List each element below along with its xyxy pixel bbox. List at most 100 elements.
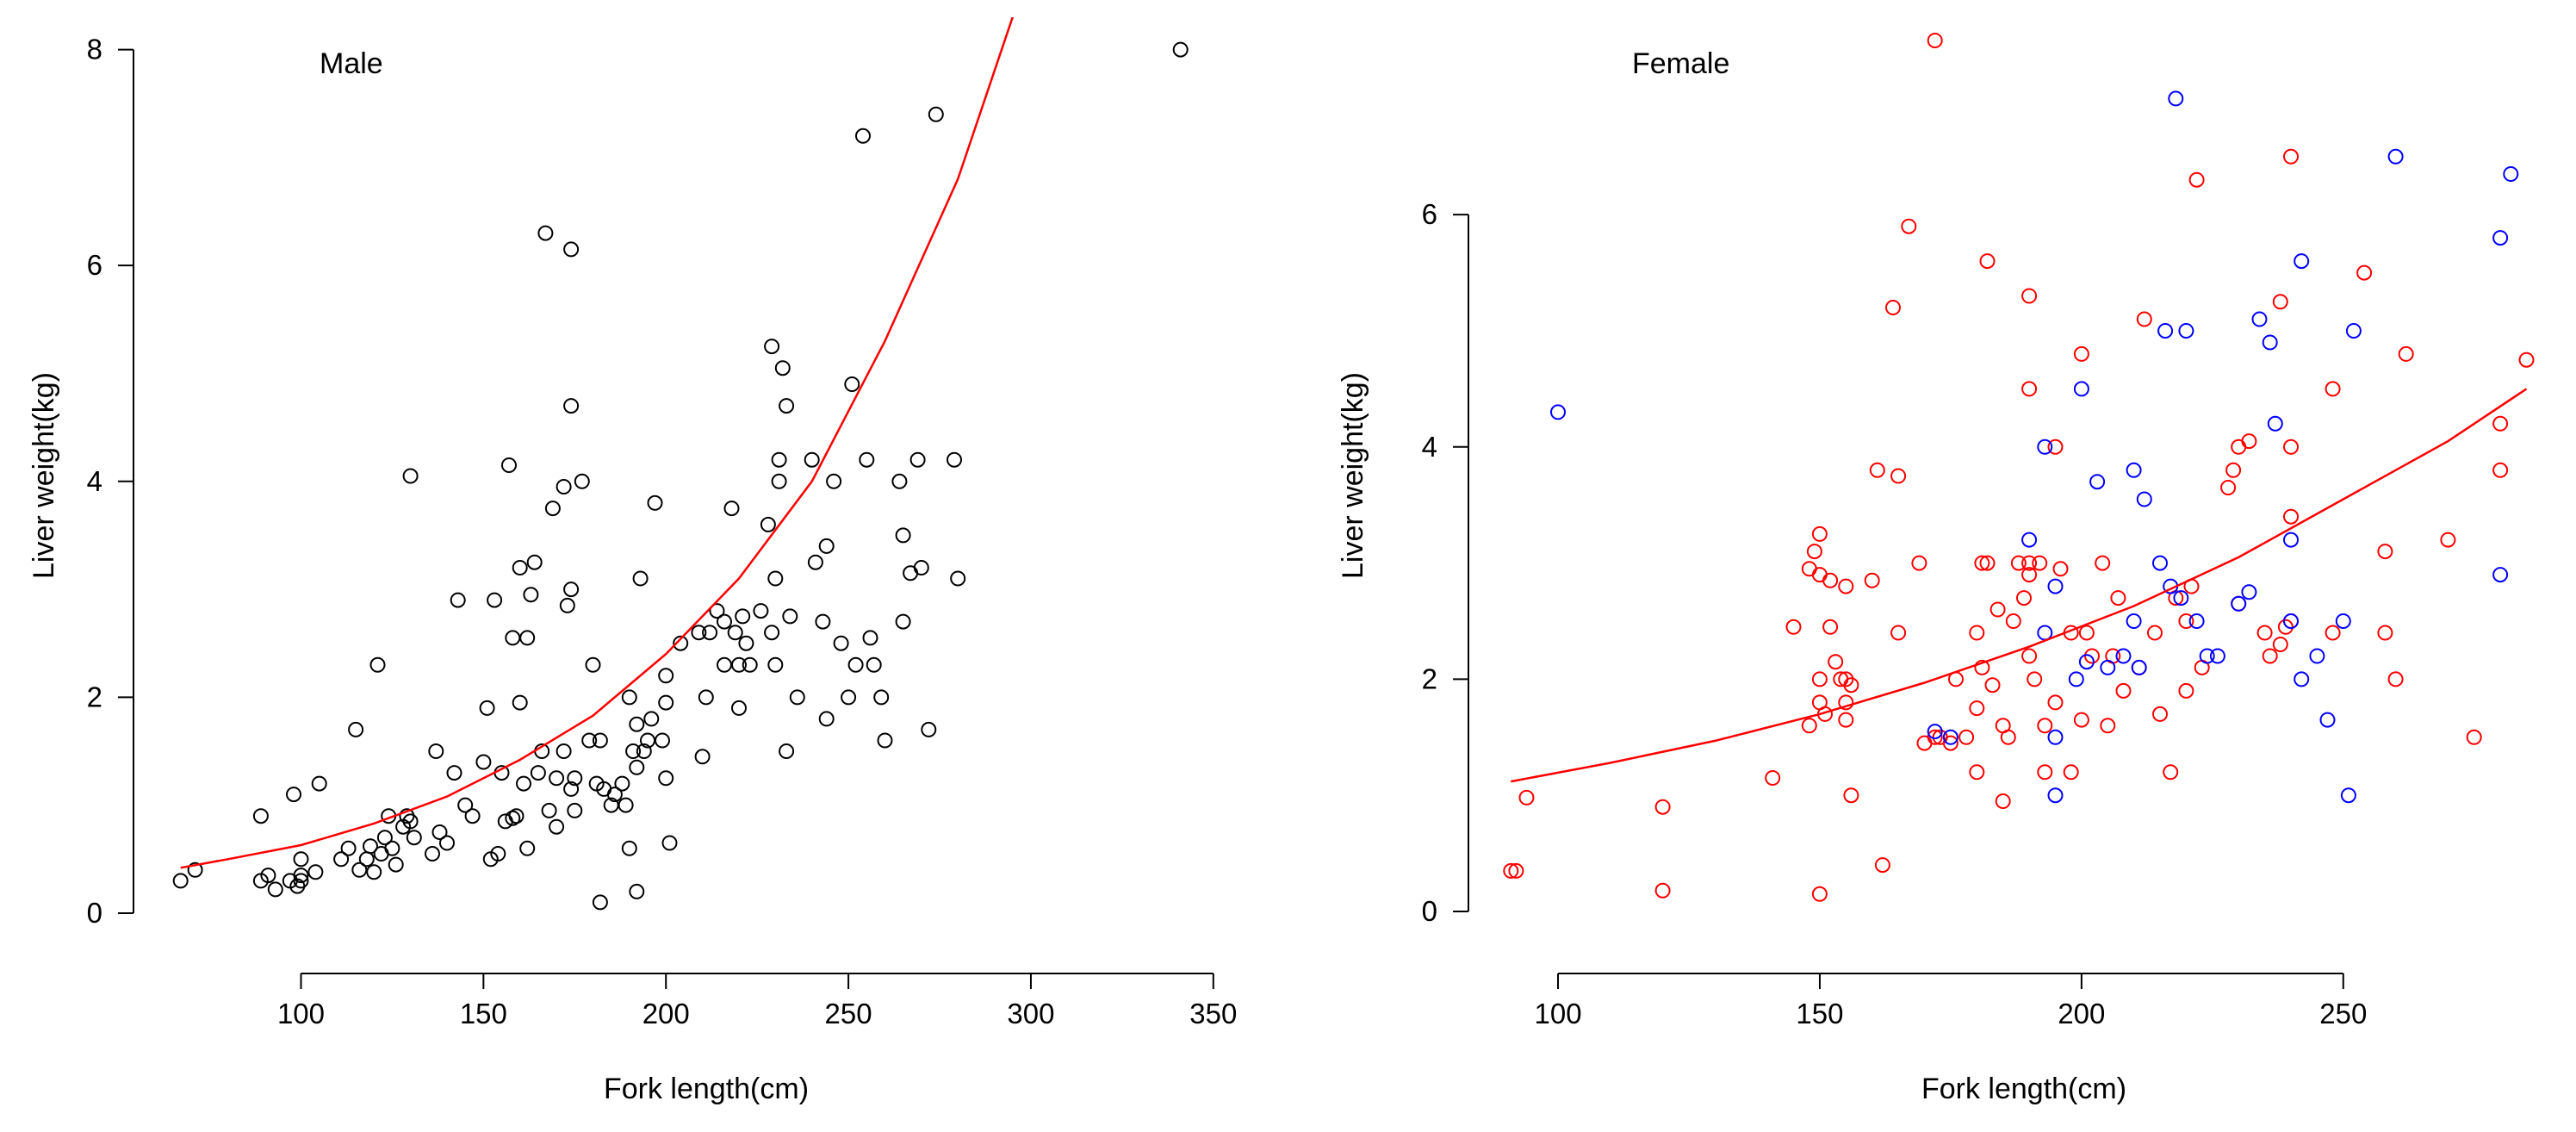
female-series-1-point-40 [2340, 787, 2356, 804]
female-series-0-point-0 [1503, 862, 1519, 879]
male-series-0-point-0 [172, 873, 189, 889]
male-series-0-point-51 [512, 560, 528, 575]
male-x-tick-label-300: 300 [1007, 998, 1054, 1029]
female-series-0-point-58 [2021, 555, 2038, 571]
female-series-1-point-26 [2199, 648, 2215, 664]
male-series-0-point-113 [735, 608, 751, 625]
male-series-0-point-33 [428, 743, 444, 759]
female-series-0-point-112 [2466, 729, 2482, 745]
female-series-0-point-63 [2037, 718, 2053, 734]
female-series-1-point-15 [2126, 462, 2142, 478]
male-series-0-point-70 [563, 582, 580, 598]
female-series-0-point-16 [1822, 572, 1839, 588]
female-series-0-point-71 [2073, 712, 2089, 728]
male-series-0-point-85 [621, 689, 637, 706]
male-series-0-point-114 [738, 635, 754, 651]
male-series-0-point-100 [661, 835, 678, 851]
female-series-0-point-29 [1885, 300, 1901, 315]
female-series-0-point-43 [1969, 764, 1985, 781]
male-series-0-point-18 [358, 851, 375, 868]
male-series-0-point-13 [311, 775, 327, 792]
male-series-0-point-96 [655, 732, 670, 749]
male-series-0-point-150 [913, 560, 929, 575]
male-series-0-point-109 [723, 501, 740, 517]
female-series-1-point-35 [2294, 253, 2310, 270]
female-series-1-point-38 [2319, 712, 2336, 728]
female-series-1-point-14 [2115, 648, 2132, 664]
male-series-0-point-83 [614, 775, 630, 792]
male-series-0-point-101 [673, 635, 689, 651]
male-series-0-point-128 [789, 689, 805, 706]
male-series-0-point-15 [340, 840, 357, 856]
female-series-0-point-111 [2440, 532, 2456, 548]
male-series-0-point-111 [731, 656, 747, 673]
female-series-0-point-59 [2021, 567, 2038, 583]
male-series-0-point-97 [658, 668, 674, 684]
male-series-0-point-68 [563, 241, 580, 258]
male-series-0-point-94 [643, 711, 660, 727]
male-x-tick-label-200: 200 [642, 998, 690, 1029]
female-series-0-point-75 [2100, 718, 2116, 734]
female-series-1-point-2 [1942, 729, 1958, 745]
female-panel: Female Fork length(cm) Liver weight(kg) … [1337, 33, 2535, 1105]
female-series-0-point-82 [2152, 706, 2168, 722]
male-series-0-point-154 [950, 570, 966, 587]
female-x-tick-label-250: 250 [2319, 998, 2367, 1029]
male-series-0-point-11 [293, 868, 309, 884]
male-series-0-point-141 [862, 630, 878, 646]
male-series-0-point-65 [556, 479, 572, 494]
female-series-0-point-95 [2256, 625, 2273, 641]
male-series-0-point-136 [841, 689, 857, 706]
male-series-0-point-73 [567, 770, 583, 787]
female-series-0-point-26 [1864, 572, 1880, 588]
male-panel: Male Fork length(cm) Liver weight(kg) 10… [28, 17, 1237, 1105]
male-series-0-point-134 [826, 473, 842, 489]
male-x-tick-label-100: 100 [277, 998, 325, 1029]
female-series-1-point-16 [2126, 613, 2142, 629]
female-series-1-point-45 [2503, 166, 2519, 182]
female-series-0-point-45 [1974, 555, 1990, 571]
male-series-0-point-32 [425, 846, 440, 861]
female-series-0-point-110 [2398, 345, 2414, 362]
male-series-0-point-7 [286, 787, 301, 803]
male-series-0-point-47 [501, 457, 517, 473]
male-series-0-point-35 [439, 835, 455, 851]
male-series-0-point-152 [928, 106, 944, 122]
female-series-1-point-25 [2188, 613, 2205, 629]
male-series-0-point-89 [629, 759, 645, 775]
male-series-0-point-121 [767, 570, 784, 587]
female-series-0-point-42 [1969, 700, 1985, 717]
male-series-0-point-140 [859, 451, 875, 468]
female-series-0-point-36 [1927, 729, 1943, 745]
male-panel-title: Male [320, 47, 383, 80]
female-plot-area [1503, 33, 2535, 902]
female-series-0-point-70 [2073, 345, 2089, 362]
male-series-0-point-118 [764, 339, 780, 355]
male-series-0-point-64 [549, 770, 565, 787]
female-series-0-point-91 [2225, 462, 2242, 478]
female-series-0-point-53 [2005, 613, 2021, 629]
male-series-0-point-95 [647, 494, 663, 511]
female-series-1-point-28 [2231, 595, 2247, 612]
male-series-0-point-20 [366, 864, 382, 880]
female-series-0-point-27 [1869, 462, 1885, 478]
male-series-0-point-1 [187, 861, 203, 878]
male-series-0-point-125 [779, 743, 795, 759]
female-series-0-point-99 [2277, 619, 2294, 635]
female-series-0-point-25 [1843, 787, 1859, 804]
female-series-0-point-38 [1942, 735, 1958, 751]
male-series-0-point-56 [523, 587, 539, 603]
male-series-0-point-153 [947, 451, 962, 468]
female-series-0-point-49 [1989, 601, 2006, 618]
female-series-0-point-5 [1765, 770, 1781, 786]
female-series-1-point-20 [2157, 323, 2174, 339]
male-series-0-point-127 [782, 608, 798, 625]
female-series-0-point-85 [2178, 613, 2194, 629]
female-series-0-point-94 [2241, 433, 2257, 450]
male-series-0-point-60 [537, 225, 554, 241]
male-series-0-point-29 [402, 468, 419, 484]
male-series-0-point-19 [363, 838, 378, 855]
female-series-0-point-69 [2063, 764, 2079, 781]
